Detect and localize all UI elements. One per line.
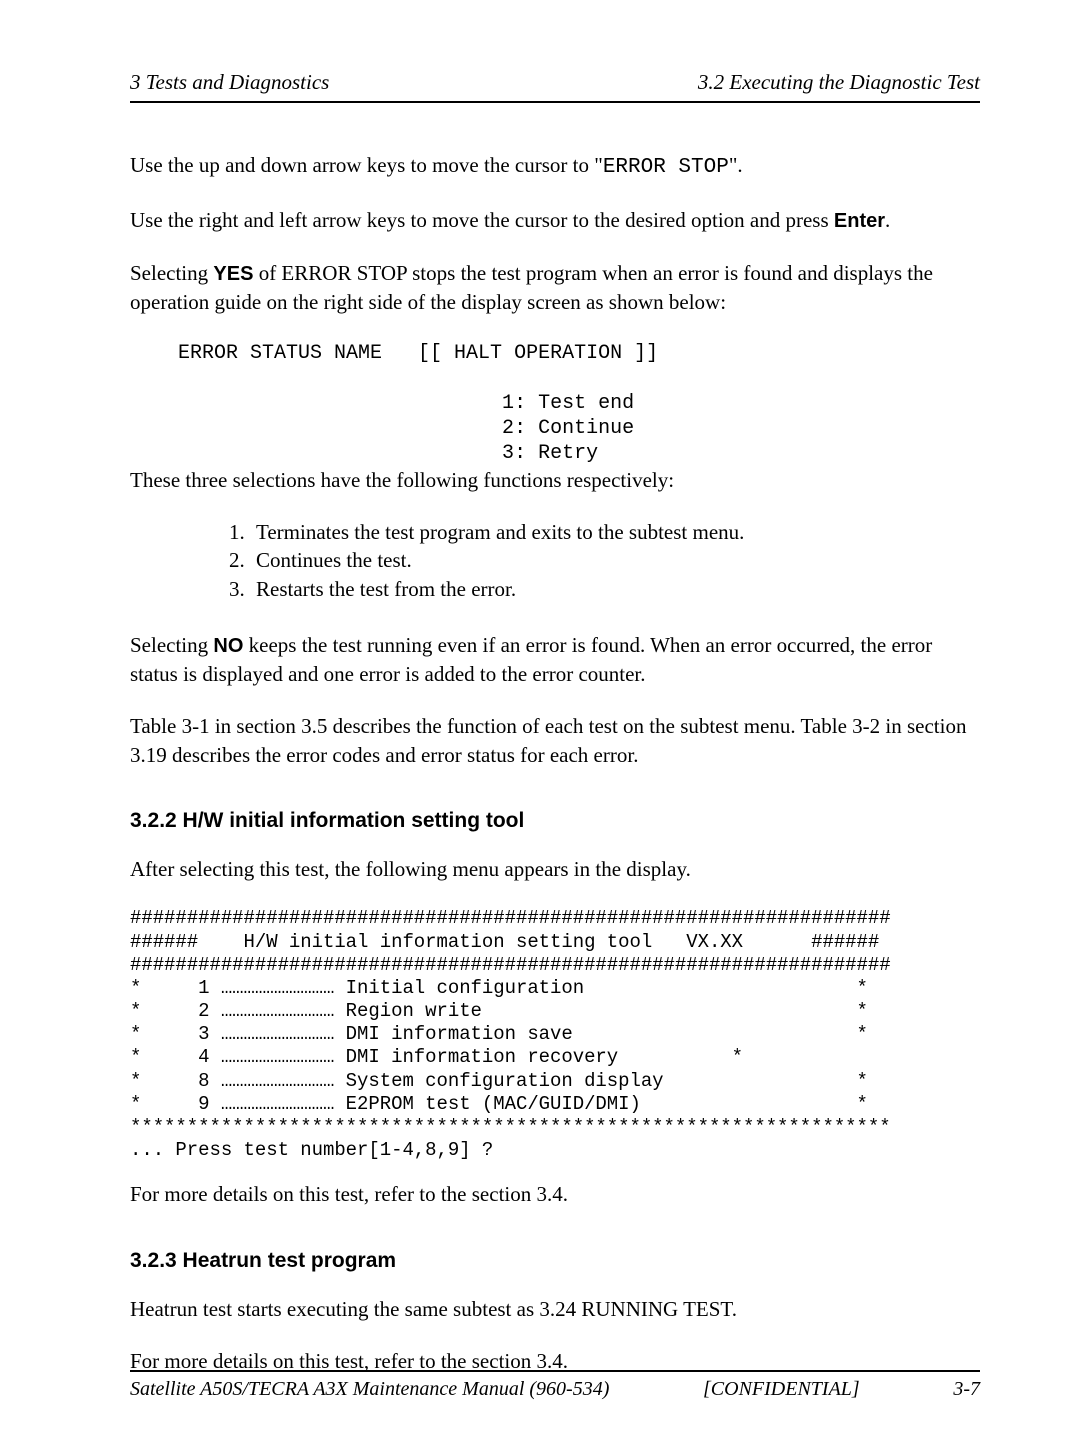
para1-code: ERROR STOP xyxy=(603,156,729,179)
para5-bold: NO xyxy=(213,635,243,657)
para2-bold: Enter xyxy=(834,210,885,232)
para1-a: Use the up and down arrow keys to move t… xyxy=(130,153,603,177)
para5-b: keeps the test running even if an error … xyxy=(130,633,932,686)
para3-bold: YES xyxy=(213,263,253,285)
section-heading-323: 3.2.3 Heatrun test program xyxy=(130,1249,980,1273)
page: 3 Tests and Diagnostics 3.2 Executing th… xyxy=(0,0,1080,1449)
paragraph-9: Heatrun test starts executing the same s… xyxy=(130,1295,980,1323)
paragraph-3: Selecting YES of ERROR STOP stops the te… xyxy=(130,259,980,316)
para5-a: Selecting xyxy=(130,633,213,657)
paragraph-1: Use the up and down arrow keys to move t… xyxy=(130,151,980,182)
section-heading-322: 3.2.2 H/W initial information setting to… xyxy=(130,809,980,833)
footer-left: Satellite A50S/TECRA A3X Maintenance Man… xyxy=(130,1378,609,1401)
paragraph-4: These three selections have the followin… xyxy=(130,466,980,494)
error-status-block: ERROR STATUS NAME [[ HALT OPERATION ]] 1… xyxy=(130,341,980,466)
para1-b: ". xyxy=(729,153,743,177)
list-item: Terminates the test program and exits to… xyxy=(250,518,980,546)
paragraph-5: Selecting NO keeps the test running even… xyxy=(130,631,980,688)
list-item: Continues the test. xyxy=(250,546,980,574)
paragraph-6: Table 3-1 in section 3.5 describes the f… xyxy=(130,712,980,769)
page-header: 3 Tests and Diagnostics 3.2 Executing th… xyxy=(130,70,980,103)
para2-a: Use the right and left arrow keys to mov… xyxy=(130,208,834,232)
footer-mid: [CONFIDENTIAL] xyxy=(703,1378,860,1401)
header-right: 3.2 Executing the Diagnostic Test xyxy=(698,70,980,95)
paragraph-7: After selecting this test, the following… xyxy=(130,855,980,883)
para3-a: Selecting xyxy=(130,261,213,285)
list-item: Restarts the test from the error. xyxy=(250,575,980,603)
paragraph-8: For more details on this test, refer to … xyxy=(130,1180,980,1208)
footer-page-number: 3-7 xyxy=(953,1378,980,1401)
header-left: 3 Tests and Diagnostics xyxy=(130,70,329,95)
paragraph-2: Use the right and left arrow keys to mov… xyxy=(130,206,980,235)
hw-tool-menu: ########################################… xyxy=(130,907,980,1162)
functions-list: Terminates the test program and exits to… xyxy=(130,518,980,603)
para2-b: . xyxy=(885,208,890,232)
